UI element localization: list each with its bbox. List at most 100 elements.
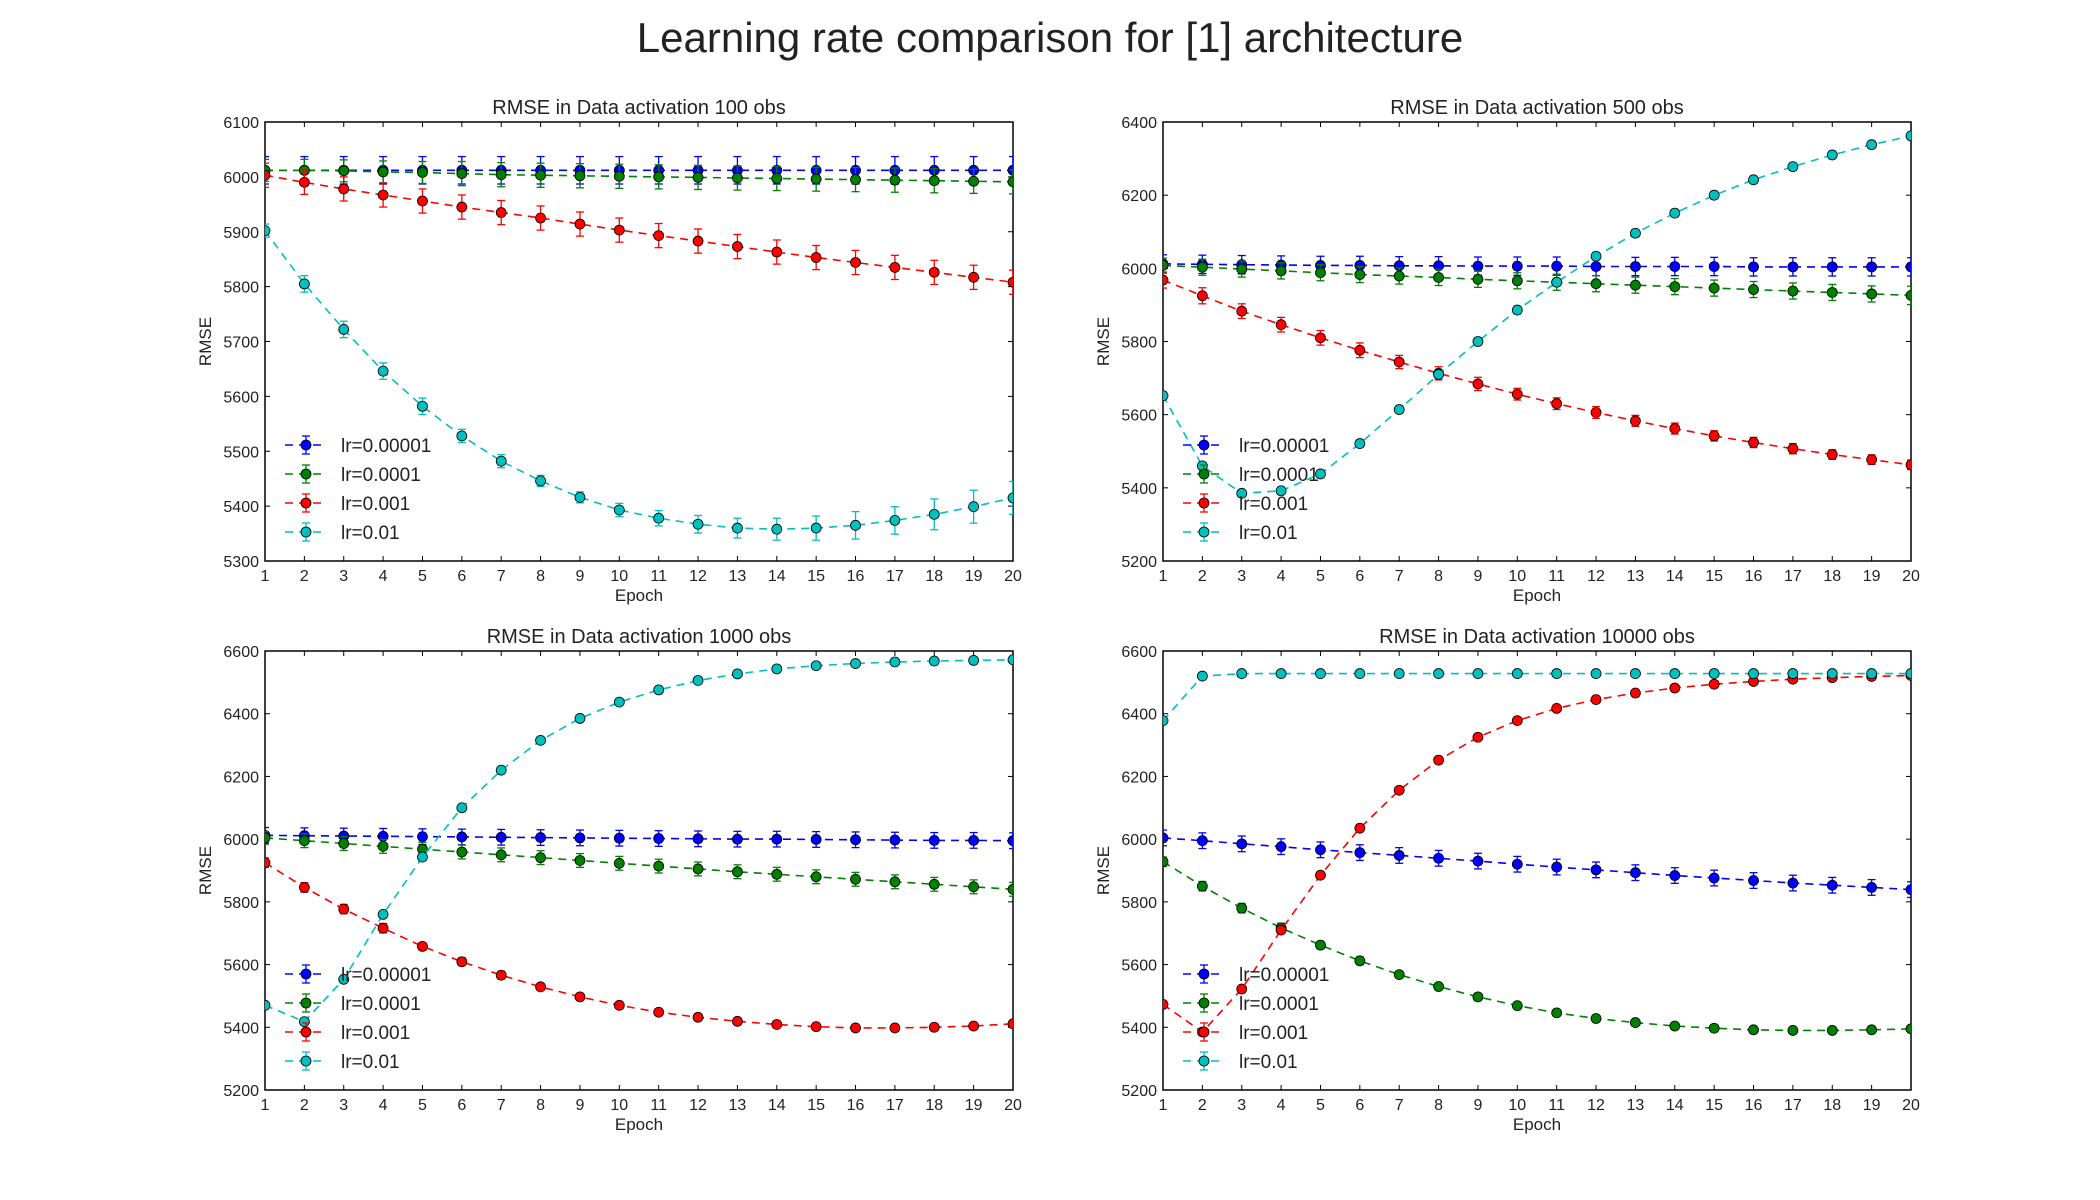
series-lr=0.01: [1163, 130, 1911, 499]
y-tick-label: 6100: [223, 115, 259, 132]
x-axis-label: Epoch: [615, 586, 663, 605]
data-point: [613, 224, 625, 236]
x-tick-label: 6: [457, 1097, 466, 1114]
data-point: [1472, 855, 1484, 867]
series-line: [1163, 861, 1911, 1032]
x-tick-label: 5: [418, 1097, 427, 1114]
data-point: [1905, 884, 1911, 896]
data-point: [1630, 867, 1641, 879]
data-point: [1007, 654, 1013, 666]
x-tick-label: 13: [1627, 568, 1645, 585]
data-point: [613, 696, 625, 708]
data-point: [810, 252, 822, 263]
legend-item: lr=0.01: [1183, 1051, 1298, 1073]
data-point: [535, 169, 546, 181]
x-tick-label: 9: [1473, 1097, 1482, 1114]
y-tick-label: 5400: [1121, 481, 1157, 498]
y-tick-label: 5700: [223, 335, 259, 352]
data-point: [1590, 407, 1602, 418]
data-point: [1433, 668, 1444, 679]
x-axis-label: Epoch: [1513, 1115, 1561, 1134]
data-point: [1315, 468, 1326, 480]
legend-item: lr=0.0001: [285, 993, 421, 1015]
x-tick-label: 7: [1395, 1097, 1404, 1114]
y-tick-label: 5200: [1121, 1083, 1157, 1100]
legend: lr=0.00001 lr=0.0001 lr=0.001 lr=0.01: [285, 964, 431, 1073]
data-point: [692, 235, 704, 247]
data-point: [1905, 130, 1911, 142]
x-tick-label: 2: [300, 1097, 309, 1114]
data-point: [928, 175, 940, 187]
data-point: [535, 734, 546, 746]
legend-item: lr=0.001: [1183, 1022, 1308, 1044]
x-tick-label: 12: [1587, 568, 1605, 585]
data-point: [1163, 260, 1169, 271]
data-point: [1905, 668, 1911, 679]
data-point: [1826, 287, 1838, 298]
data-point: [1669, 1020, 1681, 1032]
legend-item: lr=0.0001: [285, 464, 421, 486]
data-point: [265, 857, 271, 869]
data-point: [1590, 250, 1602, 262]
x-tick-label: 4: [1277, 1097, 1286, 1114]
data-point: [968, 501, 980, 513]
data-point: [495, 764, 507, 776]
legend-marker: [300, 1055, 312, 1067]
data-point: [810, 834, 822, 845]
data-point: [1275, 841, 1287, 853]
data-point: [338, 838, 350, 849]
x-tick-label: 8: [1434, 1097, 1443, 1114]
x-tick-label: 5: [1316, 568, 1325, 585]
data-point: [456, 956, 468, 968]
legend-label: lr=0.0001: [341, 994, 421, 1015]
data-point: [1393, 404, 1405, 415]
data-point: [1708, 282, 1720, 294]
data-point: [1669, 870, 1681, 881]
data-point: [1826, 1025, 1838, 1036]
plot-frame: [264, 650, 1014, 1091]
data-point: [377, 840, 389, 852]
legend-marker: [1198, 1026, 1210, 1038]
data-point: [613, 504, 625, 516]
data-point: [1354, 822, 1366, 834]
data-point: [732, 668, 743, 680]
series-lr=0.00001: [1163, 829, 1911, 899]
data-point: [1354, 955, 1366, 967]
data-point: [968, 834, 980, 846]
x-tick-label: 10: [610, 1097, 628, 1114]
plot-frame: [1162, 650, 1912, 1091]
data-point: [1393, 784, 1405, 796]
data-point: [1669, 261, 1681, 272]
x-tick-label: 6: [457, 568, 466, 585]
x-tick-label: 16: [847, 1097, 865, 1114]
data-point: [1708, 678, 1720, 690]
x-tick-label: 17: [886, 568, 904, 585]
data-point: [810, 1021, 822, 1033]
data-point: [613, 832, 625, 844]
subplot-title: RMSE in Data activation 500 obs: [1390, 97, 1684, 119]
data-point: [1007, 276, 1013, 288]
data-point: [1275, 924, 1287, 936]
data-point: [1590, 1013, 1602, 1024]
data-point: [1472, 668, 1484, 679]
data-point: [1669, 281, 1681, 293]
data-point: [1472, 273, 1484, 285]
data-point: [574, 170, 586, 182]
data-point: [1472, 260, 1484, 272]
data-point: [1236, 902, 1248, 914]
data-point: [1748, 437, 1759, 448]
x-tick-label: 8: [536, 568, 545, 585]
x-tick-label: 10: [1508, 568, 1526, 585]
series-line: [265, 659, 1013, 1023]
data-point: [1551, 1007, 1563, 1019]
series-lr=0.01: [1163, 668, 1911, 727]
data-point: [889, 1022, 901, 1034]
x-tick-label: 7: [497, 1097, 506, 1114]
data-point: [1511, 668, 1523, 679]
data-point: [1551, 260, 1563, 272]
data-point: [1393, 270, 1405, 282]
data-point: [1236, 487, 1248, 499]
y-tick-label: 6200: [1121, 769, 1157, 786]
plot-frame: [264, 121, 1014, 562]
x-tick-label: 1: [261, 568, 270, 585]
